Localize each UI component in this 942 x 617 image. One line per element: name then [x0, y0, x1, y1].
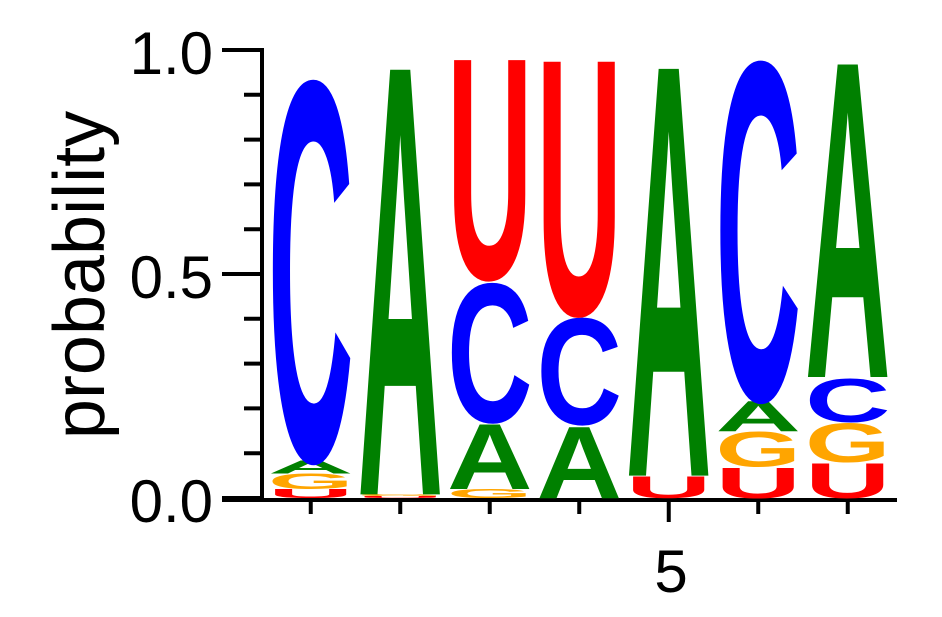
y-axis-label: probability [40, 111, 120, 439]
logo-letter-C-pos7: C [805, 366, 890, 436]
y-tick-label-mid: 0.5 [130, 244, 213, 311]
logo-letter-A-pos7: A [805, 0, 890, 474]
logo-letter-U-pos2: U [358, 496, 443, 499]
logo-letter-U-pos4: U [537, 0, 623, 392]
logo-letter-A-pos6: A [716, 391, 802, 440]
logo-letter-A-pos4: A [537, 406, 622, 520]
x-tick-label: 5 [654, 538, 687, 605]
logo-letter-C-pos3: C [447, 242, 533, 464]
logo-letter-U-pos7: U [805, 454, 890, 509]
logo-letter-U-pos6: U [716, 458, 802, 507]
y-tick-label-bottom: 0.0 [130, 468, 213, 535]
logo-letter-C-pos1: C [268, 0, 353, 576]
logo-letter-U-pos3: U [447, 0, 532, 346]
logo-letter-A-pos5: A [626, 0, 711, 602]
logo-letter-A-pos2: A [358, 0, 444, 617]
x-ticks [308, 500, 850, 522]
logo-letter-U-pos1: U [268, 487, 353, 501]
y-ticks [222, 48, 262, 500]
logo-letter-C-pos4: C [537, 286, 622, 457]
logo-letter-G-pos1: G [268, 469, 353, 493]
logo-letter-U-pos5: U [626, 470, 712, 505]
logo-letter-A-pos1: A [268, 456, 353, 477]
logo-letter-A-pos3: A [447, 404, 532, 509]
logo-letter-G-pos7: G [805, 412, 890, 474]
logo-letter-G-pos3: G [447, 487, 532, 501]
y-tick-label-top: 1.0 [130, 20, 213, 87]
logo-letter-C-pos6: C [716, 0, 801, 502]
logo-letter-G-pos6: G [716, 422, 801, 477]
logo-letter-G-pos2: G [358, 494, 443, 497]
